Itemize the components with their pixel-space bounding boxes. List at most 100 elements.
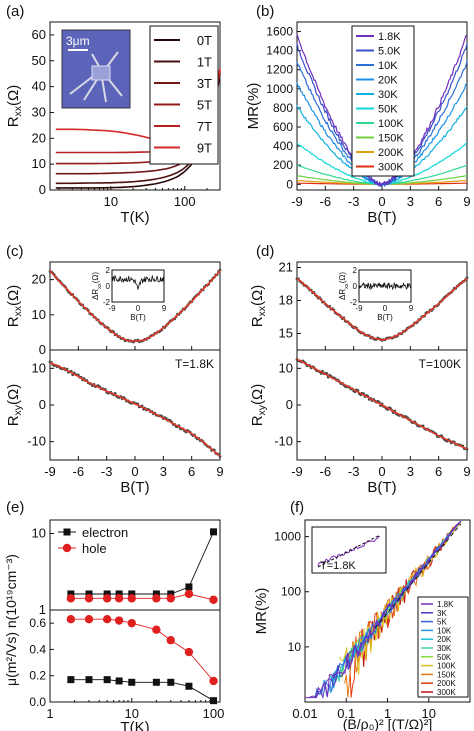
- c-x-axis-label: B(T): [120, 479, 149, 496]
- legend-label-1.8K: 1.8K: [437, 600, 454, 609]
- d-xtick-label: 3: [407, 464, 414, 479]
- e-top-marker-hole: [152, 594, 161, 603]
- f-inset-trace: [317, 536, 380, 567]
- e-bottom-marker-hole: [166, 636, 175, 645]
- c-bottom-ytick-label: -10: [27, 434, 46, 449]
- plot-frame-e-bottom: [49, 609, 221, 703]
- x-axis-label-a: T(K): [120, 209, 149, 226]
- e-top-marker-hole: [127, 594, 136, 603]
- legend-label-50K: 50K: [378, 104, 398, 116]
- e-bottom-marker-hole: [127, 618, 136, 628]
- legend-label-150K: 150K: [437, 670, 456, 679]
- legend-label-electron: electron: [82, 525, 128, 540]
- b-xtick-label: 0: [378, 194, 385, 209]
- c-top-ytick-label: 10: [32, 307, 46, 322]
- d-top-ytick-label: 15: [279, 326, 293, 341]
- x-axis-label-e: T(K): [120, 719, 149, 731]
- e-xtick-label: 100: [203, 706, 225, 721]
- c-inset-trace: [111, 274, 165, 290]
- legend-label-300K: 300K: [437, 688, 456, 697]
- legend-label-3T: 3T: [197, 76, 212, 91]
- panel-c: 0 10 20 -10 0 10 -9 -6 -3 0 3 6 9 -2 0 2 -9 0 9 ΔRxx(Ω) B(T)…: [5, 243, 224, 496]
- d-inset-xtick-label: 0: [383, 304, 388, 313]
- d-rxx-fit: [296, 277, 468, 341]
- c-inset-frame: [111, 269, 165, 303]
- e-bottom-marker-electron: [185, 682, 193, 690]
- e-bottom-marker-hole: [152, 625, 161, 634]
- y-axis-label-e: μ(m²/Vs) n(10¹⁹cm⁻³): [3, 554, 19, 686]
- b-xtick-label: 6: [435, 194, 442, 209]
- c-inset-ytick-label: -2: [103, 298, 111, 307]
- a-ytick-label: 10: [32, 156, 46, 171]
- e-top-marker-electron: [152, 590, 160, 598]
- e-bottom-marker-hole: [102, 615, 112, 624]
- c-xtick-label: -3: [101, 464, 113, 479]
- legend-label-200K: 200K: [378, 147, 404, 159]
- c-top-ytick-label: 0: [39, 342, 46, 357]
- d-inset-xtick-label: 9: [409, 304, 414, 313]
- c-inset-xtick-label: 0: [136, 304, 141, 313]
- d-temperature-annotation: T=100K: [419, 357, 461, 371]
- e-bottom-marker-hole: [84, 615, 94, 624]
- legend-label-200K: 200K: [437, 679, 456, 688]
- b-ytick-label: 0: [286, 177, 293, 191]
- series-line-1.8K: [305, 520, 462, 699]
- legend-label-30K: 30K: [437, 644, 452, 653]
- c-xtick-label: 9: [216, 464, 223, 479]
- e-xtick-label: 1: [46, 706, 53, 721]
- e-top-ytick-label: 1: [39, 602, 46, 617]
- a-xtick-label: 10: [104, 194, 118, 209]
- legend-label-10K: 10K: [378, 60, 398, 72]
- f-xtick-label: 0.01: [292, 706, 317, 721]
- e-top-marker-hole: [114, 594, 124, 603]
- e-top-marker-electron: [185, 583, 193, 591]
- c-inset-xtick-label: 9: [162, 304, 167, 313]
- legend-label-300K: 300K: [378, 162, 404, 174]
- b-ytick-label: 800: [273, 101, 293, 115]
- f-ytick-label: 1000: [274, 530, 301, 544]
- e-bottom-marker-electron: [67, 676, 75, 684]
- f-inset-fit: [317, 534, 381, 568]
- b-ytick-label: 1400: [266, 44, 293, 58]
- legend-label-1T: 1T: [197, 55, 212, 70]
- e-top-marker-hole: [209, 595, 218, 604]
- d-inset-ylabel: ΔRxx(Ω): [338, 272, 350, 300]
- d-inset-ytick-label: 2: [353, 266, 358, 275]
- d-xtick-label: -3: [348, 464, 360, 479]
- c-xtick-label: 0: [131, 464, 138, 479]
- legend-label-30K: 30K: [378, 89, 398, 101]
- legend-label-5K: 5K: [437, 618, 447, 627]
- e-top-marker-electron: [167, 590, 175, 598]
- b-xtick-label: 9: [463, 194, 470, 209]
- e-bottom-marker-hole: [66, 615, 76, 624]
- legend-label-100K: 100K: [378, 118, 404, 130]
- e-bottom-ytick-label: 0.2: [29, 669, 46, 683]
- f-inset-annotation: T=1.8K: [320, 560, 356, 572]
- y-axis-label-b: MR(%): [245, 83, 262, 130]
- b-xtick-label: -6: [320, 194, 332, 209]
- e-top-marker-electron: [103, 590, 111, 598]
- legend-label-20K: 20K: [378, 75, 398, 87]
- d-xtick-label: -6: [320, 464, 332, 479]
- b-ytick-label: 400: [273, 139, 293, 153]
- micrograph-flake: [91, 65, 111, 81]
- e-bottom-ytick-label: 0.6: [29, 616, 46, 630]
- c-xtick-label: -6: [73, 464, 85, 479]
- panel-d: 15 18 21 -10 0 10 -9 -6 -3 0 3 6 9 -2 0 2 -9 0 9 ΔRxx(Ω) B(T…: [249, 243, 471, 496]
- panel-label-d: (d): [256, 243, 274, 260]
- e-top-marker-hole: [184, 589, 194, 599]
- e-bottom-marker-electron: [167, 678, 175, 686]
- a-ytick-label: 20: [32, 130, 46, 145]
- legend-label-1.8K: 1.8K: [378, 31, 401, 43]
- d-inset-ytick-label: -2: [350, 298, 358, 307]
- panel-b: 0 200 400 600 800 1000 1200 1400 1600 -9 -6 -3 0 3 6 9 1…: [245, 3, 471, 226]
- c-rxy-fit: [49, 362, 221, 457]
- e-top-marker-hole: [166, 594, 175, 603]
- f-ytick-label: 10: [288, 640, 302, 654]
- e-top-marker-electron: [85, 590, 93, 598]
- d-inset-ytick-label: 0: [353, 282, 358, 291]
- legend-label-9T: 9T: [197, 141, 212, 156]
- d-inset-trace: [358, 281, 412, 291]
